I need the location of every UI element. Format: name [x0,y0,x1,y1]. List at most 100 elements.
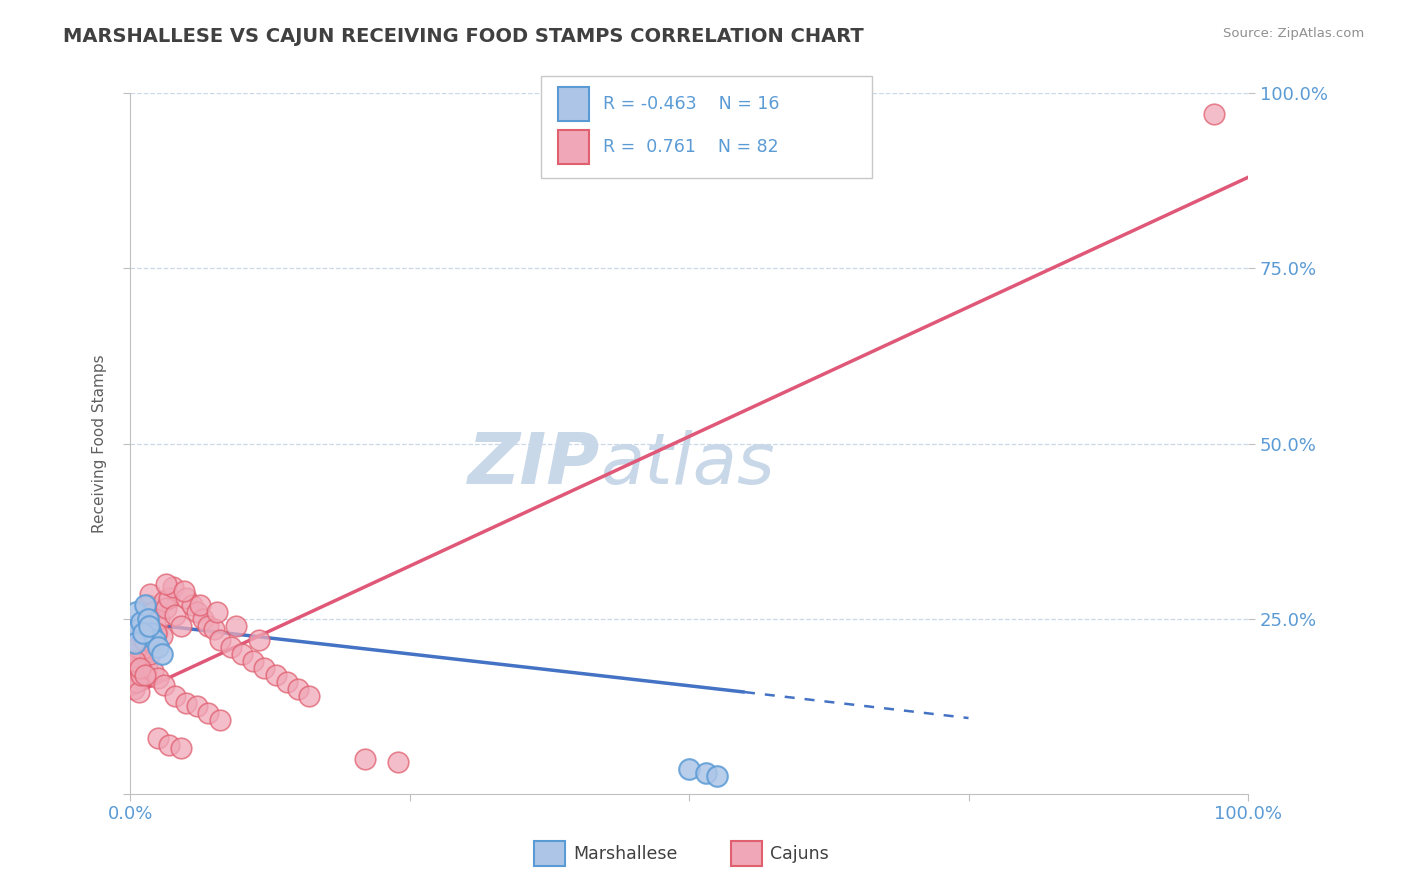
Point [122,647,145,661]
Point [208,632,231,647]
Point [124,636,146,650]
Point [174,591,197,605]
Point [124,654,146,668]
Point [219,640,242,654]
Point [186,699,208,714]
Point [131,667,153,681]
Point [120,660,142,674]
Point [129,643,152,657]
Point [122,667,145,681]
Point [152,678,174,692]
Point [197,706,219,720]
Point [387,755,409,769]
Point [231,647,253,661]
Point [127,643,149,657]
Point [197,618,219,632]
Point [150,647,173,661]
Point [122,636,145,650]
Point [148,640,170,654]
Point [225,618,247,632]
Point [121,629,143,643]
Point [142,664,165,678]
Point [136,660,159,674]
Text: atlas: atlas [600,430,775,499]
Point [131,654,153,668]
Point [173,583,195,598]
Point [131,615,153,629]
Point [127,650,149,665]
Text: Cajuns: Cajuns [770,845,830,863]
Point [145,625,167,640]
Point [122,681,145,696]
Point [174,696,197,710]
Point [125,640,148,654]
Point [139,647,162,661]
Point [186,605,208,619]
Point [127,622,149,636]
Point [125,657,148,672]
Point [121,647,143,661]
Text: ZIP: ZIP [467,430,600,499]
Point [354,752,377,766]
Point [264,667,287,681]
Point [139,587,162,601]
Point [125,605,148,619]
Point [125,625,148,640]
Point [135,608,157,623]
Point [148,671,170,685]
Text: Marshallese: Marshallese [574,845,678,863]
Point [253,660,276,674]
Point [208,713,231,727]
Point [180,598,202,612]
Point [136,598,159,612]
Point [678,762,700,776]
Point [287,681,309,696]
Text: Source: ZipAtlas.com: Source: ZipAtlas.com [1223,27,1364,40]
Point [188,598,211,612]
Point [207,605,229,619]
Point [142,605,165,619]
Point [152,594,174,608]
Point [122,618,145,632]
Point [157,591,180,605]
Point [125,640,148,654]
Point [128,640,150,654]
Point [146,625,169,640]
Point [134,598,156,612]
Point [169,741,191,756]
Point [132,632,155,647]
Point [1204,107,1226,121]
Text: R = -0.463    N = 16: R = -0.463 N = 16 [603,95,780,113]
Point [124,650,146,665]
Point [157,738,180,752]
Point [298,689,321,703]
Point [129,660,152,674]
Text: R =  0.761    N = 82: R = 0.761 N = 82 [603,138,779,156]
Point [143,615,166,629]
Point [162,580,184,594]
Point [141,625,163,640]
Point [169,618,191,632]
Point [128,685,150,699]
Point [148,611,170,625]
Point [131,625,153,640]
Point [136,611,159,625]
Point [155,576,177,591]
Point [125,674,148,689]
Y-axis label: Receiving Food Stamps: Receiving Food Stamps [93,354,107,533]
Point [155,601,177,615]
Point [163,689,186,703]
Point [134,667,156,681]
Point [695,765,717,780]
Point [131,632,153,647]
Point [143,632,166,647]
Point [163,608,186,623]
Point [150,629,173,643]
Point [191,611,214,625]
Point [124,660,146,674]
Point [138,618,160,632]
Point [247,632,270,647]
Point [132,618,155,632]
Point [242,654,264,668]
Point [148,731,170,745]
